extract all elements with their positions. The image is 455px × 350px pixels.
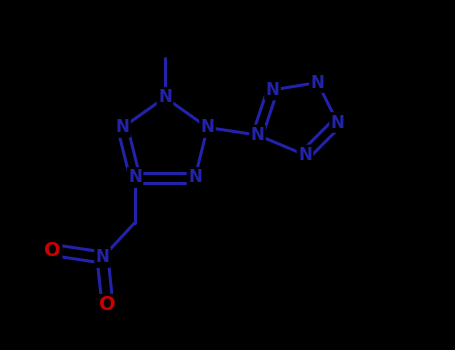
Text: N: N (266, 81, 279, 99)
Text: N: N (128, 168, 142, 187)
Text: N: N (331, 113, 344, 132)
Text: O: O (44, 240, 61, 259)
Text: N: N (188, 168, 202, 187)
Text: O: O (99, 295, 116, 315)
Text: N: N (96, 248, 110, 266)
Text: N: N (116, 119, 129, 136)
Text: N: N (311, 74, 324, 91)
Text: N: N (298, 146, 312, 164)
Text: N: N (201, 119, 214, 136)
Text: N: N (251, 126, 264, 144)
Text: N: N (158, 89, 172, 106)
